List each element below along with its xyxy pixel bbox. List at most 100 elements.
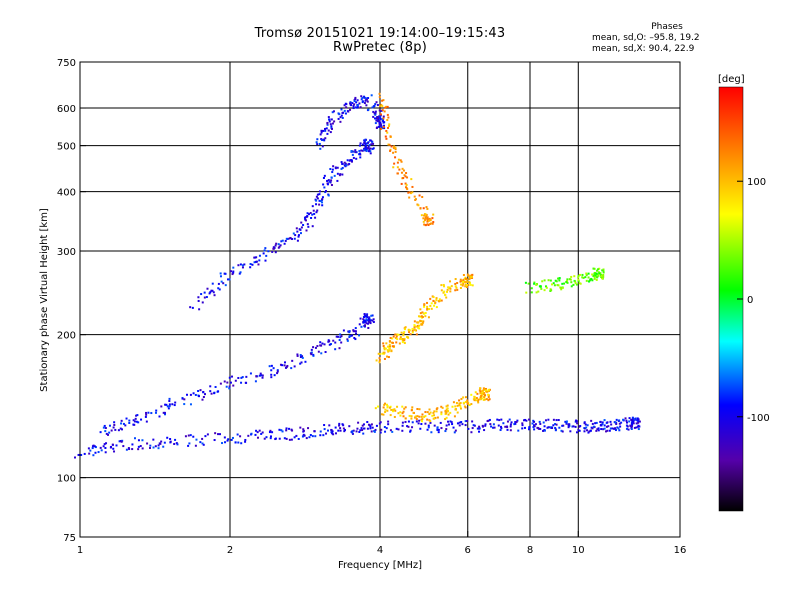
data-point [578,425,581,428]
data-point [383,352,386,355]
data-point [461,280,464,283]
data-point [202,391,205,394]
colorbar-tick-label: -100 [747,413,770,424]
data-point [430,307,433,310]
data-point [461,284,464,287]
data-point [378,352,381,355]
data-point [419,312,422,315]
data-point [217,390,220,393]
data-point [334,341,337,344]
data-point [321,201,324,204]
data-point [432,411,435,414]
data-point [483,396,486,399]
data-point [302,224,305,227]
data-point [243,263,246,266]
data-point [355,101,358,104]
data-point [601,423,604,426]
data-point [528,426,531,429]
data-point [369,139,372,142]
data-point [419,320,422,323]
data-point [74,456,77,459]
data-point [369,150,372,153]
data-point [310,348,313,351]
data-point [637,420,640,423]
data-point [314,435,317,438]
data-point [383,357,386,360]
data-point [606,421,609,424]
data-point [581,273,584,276]
data-point [382,342,385,345]
data-point [426,428,429,431]
data-point [203,291,206,294]
data-point [352,329,355,332]
data-point [476,392,479,395]
data-point [336,166,339,169]
data-point [468,281,471,284]
data-point [278,428,281,431]
data-point [328,424,331,427]
data-point [381,99,384,102]
data-point [330,431,333,434]
data-point [400,171,403,174]
data-point [476,427,479,430]
data-point [337,117,340,120]
data-point [366,427,369,430]
data-point [334,348,337,351]
data-point [492,426,495,429]
data-point [92,454,95,457]
data-point [331,111,334,114]
data-point [433,414,436,417]
data-point [194,393,197,396]
data-point [463,277,466,280]
data-point [363,321,366,324]
data-point [342,427,345,430]
data-point [147,411,150,414]
data-point [449,280,452,283]
data-point [261,374,264,377]
data-point [254,256,257,259]
data-point [440,411,443,414]
data-point [484,387,487,390]
data-point [583,421,586,424]
data-point [470,403,473,406]
colorbar-label: [deg] [718,74,745,85]
data-point [470,393,473,396]
data-point [392,408,395,411]
data-point [471,273,474,276]
data-point [299,355,302,358]
data-point [350,104,353,107]
data-point [603,427,606,430]
data-point [498,419,501,422]
data-point [254,380,257,383]
data-point [479,392,482,395]
data-point [588,430,591,433]
data-point [339,336,342,339]
data-point [385,403,388,406]
data-point [417,315,420,318]
data-point [428,408,431,411]
data-point [323,343,326,346]
data-point [565,281,568,284]
data-point [340,114,343,117]
data-point [388,349,391,352]
data-point [537,427,540,430]
data-point [379,421,382,424]
data-point [391,341,394,344]
data-point [484,423,487,426]
data-point [496,418,499,421]
data-point [557,277,560,280]
data-point [219,433,222,436]
data-point [420,323,423,326]
data-point [305,437,308,440]
data-point [315,203,318,206]
data-point [418,194,421,197]
data-point [560,286,563,289]
data-point [391,430,394,433]
data-point [635,422,638,425]
data-point [467,284,470,287]
data-point [263,249,266,252]
data-point [367,322,370,325]
data-point [618,429,621,432]
data-point [301,355,304,358]
data-point [533,425,536,428]
